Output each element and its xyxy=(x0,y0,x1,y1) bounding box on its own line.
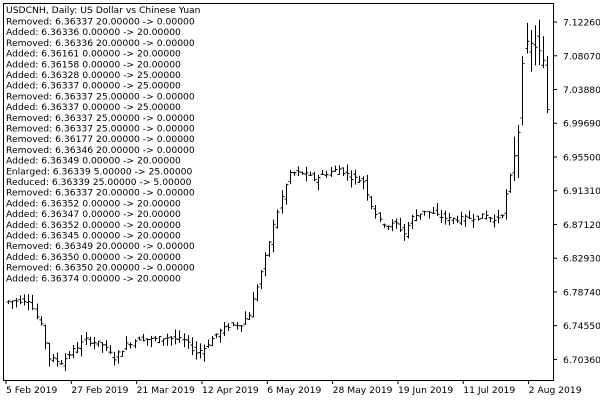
log-line: Added: 6.36350 0.00000 -> 20.00000 xyxy=(6,252,181,263)
log-line: Added: 6.36347 0.00000 -> 20.00000 xyxy=(6,209,181,220)
log-line: Reduced: 6.36339 25.00000 -> 5.00000 xyxy=(6,177,192,188)
log-line: Added: 6.36336 0.00000 -> 20.00000 xyxy=(6,27,181,38)
log-line: Removed: 6.36337 25.00000 -> 0.00000 xyxy=(6,124,195,135)
y-tick-label: 6.91310 xyxy=(563,186,600,197)
x-tick-label: 21 Mar 2019 xyxy=(137,385,195,396)
log-line: Added: 6.36328 0.00000 -> 25.00000 xyxy=(6,70,181,81)
y-tick-label: 6.87120 xyxy=(563,220,600,231)
y-tick-label: 6.82930 xyxy=(563,254,600,265)
log-line: Removed: 6.36350 20.00000 -> 0.00000 xyxy=(6,263,195,274)
log-line: Removed: 6.36337 20.00000 -> 0.00000 xyxy=(6,17,195,28)
log-line: Removed: 6.36337 20.00000 -> 0.00000 xyxy=(6,188,195,199)
x-tick-label: 19 Jun 2019 xyxy=(398,385,453,396)
log-line: Removed: 6.36177 20.00000 -> 0.00000 xyxy=(6,134,195,145)
y-tick-label: 7.08070 xyxy=(563,51,600,62)
y-tick-label: 6.99690 xyxy=(563,119,600,130)
time-axis: 5 Feb 2019 27 Feb 2019 21 Mar 2019 12 Apr 2… xyxy=(5,380,582,396)
log-line: Added: 6.36352 0.00000 -> 20.00000 xyxy=(6,198,181,209)
log-line: Removed: 6.36336 20.00000 -> 0.00000 xyxy=(6,38,195,49)
log-line: Added: 6.36158 0.00000 -> 20.00000 xyxy=(6,59,181,70)
log-line: Removed: 6.36337 25.00000 -> 0.00000 xyxy=(6,113,195,124)
log-line: Added: 6.36374 0.00000 -> 20.00000 xyxy=(6,273,181,284)
log-line: Removed: 6.36346 20.00000 -> 0.00000 xyxy=(6,145,195,156)
x-tick-label: 11 Jul 2019 xyxy=(463,385,515,396)
x-tick-label: 2 Aug 2019 xyxy=(529,385,582,396)
y-tick-label: 7.12260 xyxy=(563,18,600,29)
chart-title: USDCNH, Daily: US Dollar vs Chinese Yuan xyxy=(6,5,201,16)
x-tick-label: 28 May 2019 xyxy=(333,385,393,396)
log-line: Enlarged: 6.36339 5.00000 -> 25.00000 xyxy=(6,166,193,177)
y-tick-label: 7.03880 xyxy=(563,85,600,96)
event-log: Removed: 6.36337 20.00000 -> 0.00000Adde… xyxy=(6,17,195,285)
x-tick-label: 27 Feb 2019 xyxy=(71,385,128,396)
x-tick-label: 5 Feb 2019 xyxy=(6,385,57,396)
x-tick-label: 12 Apr 2019 xyxy=(202,385,259,396)
plot-frame xyxy=(3,3,554,381)
log-line: Added: 6.36337 0.00000 -> 25.00000 xyxy=(6,81,181,92)
log-line: Added: 6.36345 0.00000 -> 20.00000 xyxy=(6,231,181,242)
y-tick-label: 6.95500 xyxy=(563,152,600,163)
y-tick-label: 6.74550 xyxy=(563,321,600,332)
log-line: Removed: 6.36337 25.00000 -> 0.00000 xyxy=(6,91,195,102)
price-axis: 7.12260 7.08070 7.03880 6.99690 6.95500 6.913… xyxy=(553,18,600,366)
x-tick-label: 6 May 2019 xyxy=(267,385,321,396)
log-line: Added: 6.36349 0.00000 -> 20.00000 xyxy=(6,156,181,167)
ohlc-bars xyxy=(6,19,550,372)
log-line: Added: 6.36337 0.00000 -> 25.00000 xyxy=(6,102,181,113)
log-line: Removed: 6.36349 20.00000 -> 0.00000 xyxy=(6,241,195,252)
y-tick-label: 6.78740 xyxy=(563,287,600,298)
log-line: Added: 6.36352 0.00000 -> 20.00000 xyxy=(6,220,181,231)
log-line: Added: 6.36161 0.00000 -> 20.00000 xyxy=(6,49,181,60)
y-tick-label: 6.70360 xyxy=(563,355,600,366)
